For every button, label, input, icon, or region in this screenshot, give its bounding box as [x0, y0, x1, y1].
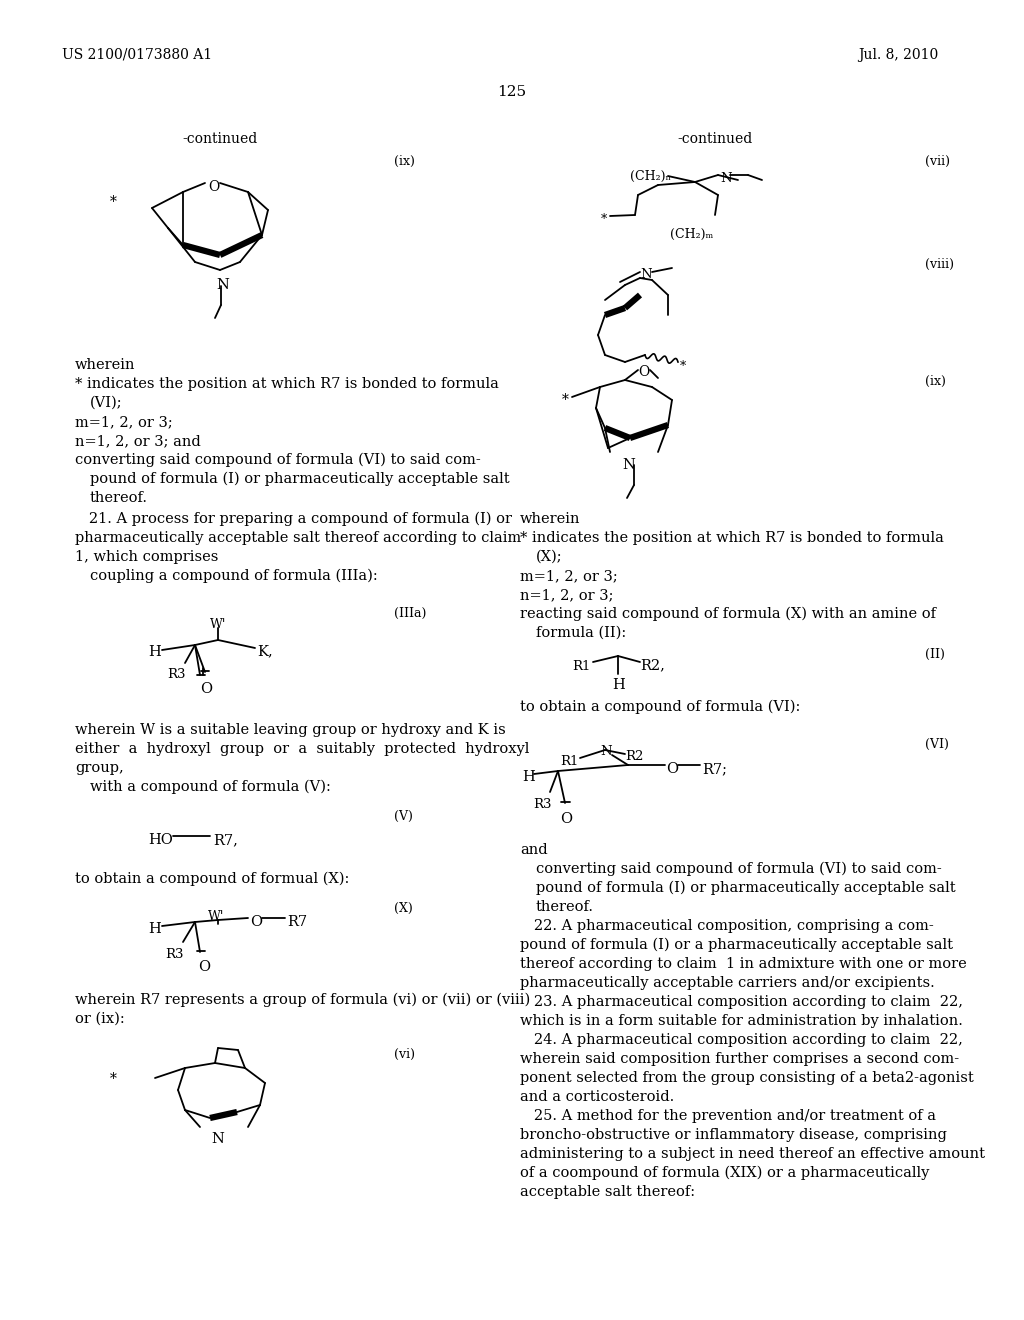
Text: m=1, 2, or 3;: m=1, 2, or 3;: [520, 569, 617, 583]
Text: formula (II):: formula (II):: [536, 626, 627, 640]
Text: W': W': [210, 618, 226, 631]
Text: to obtain a compound of formula (VI):: to obtain a compound of formula (VI):: [520, 700, 801, 714]
Text: acceptable salt thereof:: acceptable salt thereof:: [520, 1185, 695, 1199]
Text: *: *: [601, 213, 607, 226]
Text: (CH₂)ₘ: (CH₂)ₘ: [670, 228, 714, 242]
Text: with a compound of formula (V):: with a compound of formula (V):: [90, 780, 331, 795]
Text: K,: K,: [257, 644, 272, 657]
Text: Jul. 8, 2010: Jul. 8, 2010: [858, 48, 938, 62]
Text: thereof according to claim  1 in admixture with one or more: thereof according to claim 1 in admixtur…: [520, 957, 967, 972]
Text: O: O: [638, 366, 649, 379]
Text: W': W': [208, 909, 224, 923]
Text: *: *: [680, 360, 686, 374]
Text: wherein R7 represents a group of formula (vi) or (vii) or (viii): wherein R7 represents a group of formula…: [75, 993, 530, 1007]
Text: thereof.: thereof.: [536, 900, 594, 913]
Text: pharmaceutically acceptable carriers and/or excipients.: pharmaceutically acceptable carriers and…: [520, 975, 935, 990]
Text: HO: HO: [148, 833, 173, 847]
Text: and a corticosteroid.: and a corticosteroid.: [520, 1090, 674, 1104]
Text: 24. A pharmaceutical composition according to claim  22,: 24. A pharmaceutical composition accordi…: [520, 1034, 963, 1047]
Text: (II): (II): [925, 648, 945, 661]
Text: R3: R3: [534, 799, 552, 810]
Text: R7: R7: [287, 915, 307, 929]
Text: (IIIa): (IIIa): [394, 607, 426, 620]
Text: H: H: [148, 645, 161, 659]
Text: (X);: (X);: [536, 550, 562, 564]
Text: O: O: [200, 682, 212, 696]
Text: (ix): (ix): [925, 375, 946, 388]
Text: *: *: [562, 393, 569, 407]
Text: to obtain a compound of formual (X):: to obtain a compound of formual (X):: [75, 873, 349, 887]
Text: R1: R1: [572, 660, 591, 673]
Text: N: N: [623, 458, 636, 473]
Text: group,: group,: [75, 762, 124, 775]
Text: R2: R2: [625, 750, 643, 763]
Text: converting said compound of formula (VI) to said com-: converting said compound of formula (VI)…: [536, 862, 942, 876]
Text: m=1, 2, or 3;: m=1, 2, or 3;: [75, 414, 173, 429]
Text: H: H: [522, 770, 535, 784]
Text: thereof.: thereof.: [90, 491, 148, 506]
Text: -continued: -continued: [182, 132, 258, 147]
Text: coupling a compound of formula (IIIa):: coupling a compound of formula (IIIa):: [90, 569, 378, 583]
Text: *: *: [110, 195, 117, 209]
Text: (CH₂)ₙ: (CH₂)ₙ: [630, 170, 671, 183]
Text: pharmaceutically acceptable salt thereof according to claim: pharmaceutically acceptable salt thereof…: [75, 531, 521, 545]
Text: (VI);: (VI);: [90, 396, 123, 411]
Text: 23. A pharmaceutical composition according to claim  22,: 23. A pharmaceutical composition accordi…: [520, 995, 963, 1008]
Text: (vii): (vii): [925, 154, 950, 168]
Text: O: O: [208, 180, 219, 194]
Text: 22. A pharmaceutical composition, comprising a com-: 22. A pharmaceutical composition, compri…: [520, 919, 934, 933]
Text: pound of formula (I) or pharmaceutically acceptable salt: pound of formula (I) or pharmaceutically…: [90, 473, 510, 486]
Text: O: O: [198, 960, 210, 974]
Text: n=1, 2, or 3;: n=1, 2, or 3;: [520, 587, 613, 602]
Text: * indicates the position at which R7 is bonded to formula: * indicates the position at which R7 is …: [75, 378, 499, 391]
Text: either  a  hydroxyl  group  or  a  suitably  protected  hydroxyl: either a hydroxyl group or a suitably pr…: [75, 742, 529, 756]
Text: R7;: R7;: [702, 762, 727, 776]
Text: administering to a subject in need thereof an effective amount: administering to a subject in need there…: [520, 1147, 985, 1162]
Text: wherein: wherein: [75, 358, 135, 372]
Text: or (ix):: or (ix):: [75, 1012, 125, 1026]
Text: O: O: [250, 915, 262, 929]
Text: n=1, 2, or 3; and: n=1, 2, or 3; and: [75, 434, 201, 447]
Text: * indicates the position at which R7 is bonded to formula: * indicates the position at which R7 is …: [520, 531, 944, 545]
Text: (vi): (vi): [394, 1048, 415, 1061]
Text: broncho-obstructive or inflammatory disease, comprising: broncho-obstructive or inflammatory dise…: [520, 1129, 947, 1142]
Text: -continued: -continued: [677, 132, 753, 147]
Text: reacting said compound of formula (X) with an amine of: reacting said compound of formula (X) wi…: [520, 607, 936, 622]
Text: (VI): (VI): [925, 738, 949, 751]
Text: 125: 125: [498, 84, 526, 99]
Text: (ix): (ix): [394, 154, 415, 168]
Text: 25. A method for the prevention and/or treatment of a: 25. A method for the prevention and/or t…: [520, 1109, 936, 1123]
Text: N: N: [640, 268, 651, 281]
Text: R7,: R7,: [213, 833, 238, 847]
Text: H: H: [612, 678, 625, 692]
Text: H: H: [148, 921, 161, 936]
Text: wherein said composition further comprises a second com-: wherein said composition further compris…: [520, 1052, 959, 1067]
Text: R3: R3: [167, 668, 185, 681]
Text: O: O: [560, 812, 572, 826]
Text: and: and: [520, 843, 548, 857]
Text: wherein W is a suitable leaving group or hydroxy and K is: wherein W is a suitable leaving group or…: [75, 723, 506, 737]
Text: 1, which comprises: 1, which comprises: [75, 550, 218, 564]
Text: 21. A process for preparing a compound of formula (I) or: 21. A process for preparing a compound o…: [75, 512, 512, 527]
Text: ponent selected from the group consisting of a beta2-agonist: ponent selected from the group consistin…: [520, 1071, 974, 1085]
Text: pound of formula (I) or a pharmaceutically acceptable salt: pound of formula (I) or a pharmaceutical…: [520, 939, 953, 953]
Text: N: N: [212, 1133, 224, 1146]
Text: converting said compound of formula (VI) to said com-: converting said compound of formula (VI)…: [75, 453, 480, 467]
Text: of a coompound of formula (XIX) or a pharmaceutically: of a coompound of formula (XIX) or a pha…: [520, 1166, 930, 1180]
Text: (viii): (viii): [925, 257, 954, 271]
Text: N: N: [216, 279, 229, 292]
Text: N: N: [600, 744, 611, 758]
Text: (V): (V): [394, 810, 413, 822]
Text: wherein: wherein: [520, 512, 581, 525]
Text: *: *: [110, 1072, 117, 1086]
Text: R1: R1: [560, 755, 579, 768]
Text: pound of formula (I) or pharmaceutically acceptable salt: pound of formula (I) or pharmaceutically…: [536, 880, 955, 895]
Text: N: N: [720, 172, 731, 185]
Text: US 2100/0173880 A1: US 2100/0173880 A1: [62, 48, 212, 62]
Text: O: O: [666, 762, 678, 776]
Text: R3: R3: [165, 948, 183, 961]
Text: R2,: R2,: [640, 657, 665, 672]
Text: which is in a form suitable for administration by inhalation.: which is in a form suitable for administ…: [520, 1014, 963, 1028]
Text: (X): (X): [394, 902, 413, 915]
